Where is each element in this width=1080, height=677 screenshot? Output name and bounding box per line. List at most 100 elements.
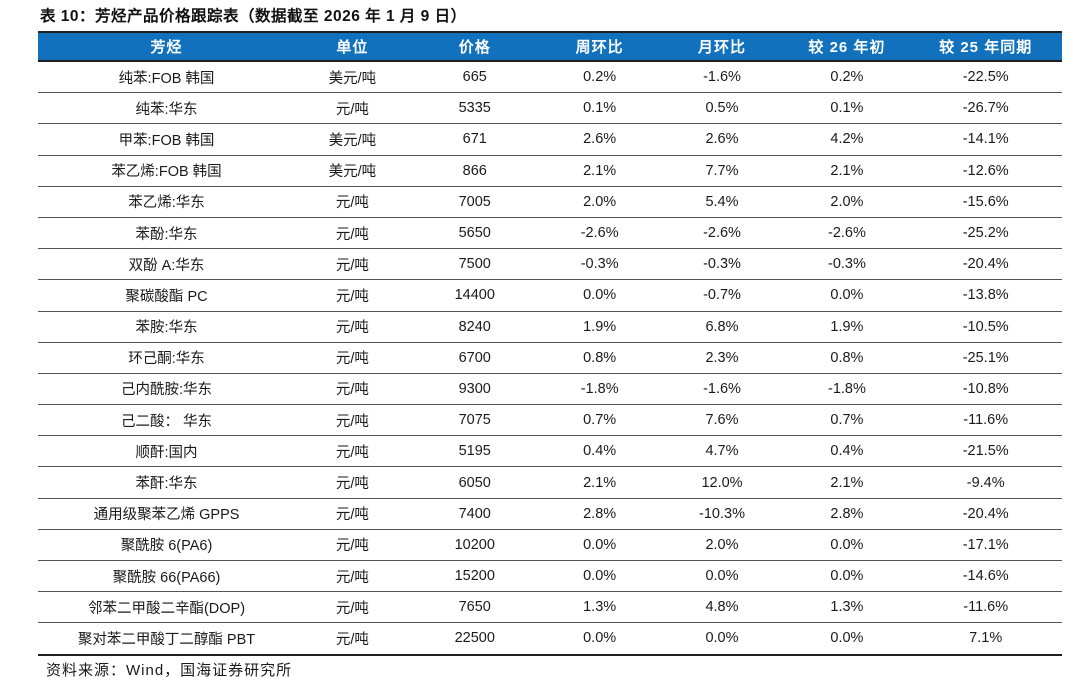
table-cell: 苯乙烯:FOB 韩国 — [38, 155, 296, 187]
table-cell: 元/吨 — [295, 217, 410, 250]
table-cell: 顺酐:国内 — [38, 435, 296, 468]
table-cell: 美元/吨 — [295, 155, 410, 187]
table-caption: 表 10：芳烃产品价格跟踪表（数据截至 2026 年 1 月 9 日） — [40, 8, 467, 25]
table-row: 环己酮:华东 元/吨 6700 0.8% 2.3% 0.8% -25.1% — [38, 342, 1062, 374]
table-cell: 1.3% — [784, 591, 910, 624]
table-row: 苯酐:华东 元/吨 6050 2.1% 12.0% 2.1% -9.4% — [38, 466, 1062, 499]
table-row: 邻苯二甲酸二辛酯(DOP) 元/吨 7650 1.3% 4.8% 1.3% -11.6% — [38, 591, 1062, 624]
table-cell: 22500 — [409, 622, 540, 656]
table-cell: 8240 — [409, 311, 540, 343]
table-cell: 环己酮:华东 — [38, 342, 296, 374]
table-cell: 4.2% — [784, 123, 910, 156]
table-cell: 4.7% — [659, 435, 785, 468]
table-cell: 2.6% — [539, 123, 660, 156]
table-cell: 2.1% — [539, 155, 660, 187]
table-cell: 10200 — [409, 529, 540, 562]
table-cell: 苯酚:华东 — [38, 217, 296, 250]
table-cell: 4.8% — [659, 591, 785, 624]
table-body: 纯苯:FOB 韩国 美元/吨 665 0.2% -1.6% 0.2% -22.5% 纯苯:华东… — [38, 61, 1062, 656]
table-cell: 5650 — [409, 217, 540, 250]
table-cell: 0.0% — [784, 622, 910, 656]
table-row: 聚酰胺 6(PA6) 元/吨 10200 0.0% 2.0% 0.0% -17.1% — [38, 529, 1062, 562]
table-cell: -26.7% — [909, 92, 1062, 125]
table-cell: 7650 — [409, 591, 540, 624]
table-cell: -1.6% — [659, 373, 785, 406]
table-header-row: 芳烃 单位 价格 周环比 月环比较 26 年初较 25 年同期 — [38, 31, 1062, 62]
table-cell: 0.1% — [784, 92, 910, 125]
table-cell: 15200 — [409, 560, 540, 593]
table-cell: -25.1% — [909, 342, 1062, 374]
table-cell: -20.4% — [909, 498, 1062, 530]
table-cell: 0.8% — [784, 342, 910, 374]
table-cell: 元/吨 — [295, 373, 410, 406]
table-cell: 元/吨 — [295, 560, 410, 593]
table-cell: 元/吨 — [295, 622, 410, 656]
table-cell: 苯胺:华东 — [38, 311, 296, 343]
table-row: 苯乙烯:FOB 韩国 美元/吨 866 2.1% 7.7% 2.1% -12.6% — [38, 155, 1062, 187]
column-header-0: 芳烃 — [38, 31, 296, 62]
table-cell: 己二酸： 华东 — [38, 404, 296, 437]
table-cell: -2.6% — [784, 217, 910, 250]
table-cell: 元/吨 — [295, 248, 410, 281]
column-header-2: 价格 — [409, 31, 540, 62]
table-cell: 苯酐:华东 — [38, 466, 296, 499]
table-cell: 0.0% — [539, 560, 660, 593]
table-cell: 聚碳酸酯 PC — [38, 279, 296, 312]
table-cell: 聚对苯二甲酸丁二醇酯 PBT — [38, 622, 296, 656]
table-row: 苯乙烯:华东 元/吨 7005 2.0% 5.4% 2.0% -15.6% — [38, 186, 1062, 218]
table-cell: 7.7% — [659, 155, 785, 187]
aromatics-price-table: 芳烃 单位 价格 周环比 月环比较 26 年初较 25 年同期 纯苯:FOB 韩国 美元/… — [38, 31, 1062, 656]
table-row: 己二酸： 华东 元/吨 7075 0.7% 7.6% 0.7% -11.6% — [38, 404, 1062, 437]
table-cell: 866 — [409, 155, 540, 187]
table-row: 苯胺:华东 元/吨 8240 1.9% 6.8% 1.9% -10.5% — [38, 311, 1062, 343]
table-cell: 6.8% — [659, 311, 785, 343]
table-cell: -15.6% — [909, 186, 1062, 218]
table-row: 聚碳酸酯 PC 元/吨 14400 0.0% -0.7% 0.0% -13.8% — [38, 279, 1062, 312]
table-cell: 纯苯:华东 — [38, 92, 296, 125]
table-cell: 元/吨 — [295, 92, 410, 125]
table-cell: 元/吨 — [295, 435, 410, 468]
table-cell: 2.1% — [539, 466, 660, 499]
table-cell: 0.7% — [539, 404, 660, 437]
table-row: 聚对苯二甲酸丁二醇酯 PBT 元/吨 22500 0.0% 0.0% 0.0% 7.1% — [38, 622, 1062, 656]
table-row: 苯酚:华东 元/吨 5650 -2.6% -2.6% -2.6% -25.2% — [38, 217, 1062, 250]
table-cell: -14.6% — [909, 560, 1062, 593]
table-cell: 1.9% — [539, 311, 660, 343]
table-row: 双酚 A:华东 元/吨 7500 -0.3% -0.3% -0.3% -20.4% — [38, 248, 1062, 281]
table-cell: 5335 — [409, 92, 540, 125]
table-cell: 0.4% — [539, 435, 660, 468]
table-cell: 双酚 A:华东 — [38, 248, 296, 281]
table-cell: 元/吨 — [295, 279, 410, 312]
table-cell: 2.0% — [539, 186, 660, 218]
table-cell: 0.4% — [784, 435, 910, 468]
table-cell: 6700 — [409, 342, 540, 374]
table-cell: 元/吨 — [295, 591, 410, 624]
table-row: 甲苯:FOB 韩国 美元/吨 671 2.6% 2.6% 4.2% -14.1% — [38, 123, 1062, 156]
table-cell: 美元/吨 — [295, 123, 410, 156]
table-cell: 12.0% — [659, 466, 785, 499]
table-cell: 5195 — [409, 435, 540, 468]
table-cell: 2.0% — [659, 529, 785, 562]
column-header-6: 较 25 年同期 — [909, 31, 1062, 62]
table-cell: 2.1% — [784, 466, 910, 499]
table-cell: -20.4% — [909, 248, 1062, 281]
table-cell: 0.2% — [784, 61, 910, 94]
table-cell: 6050 — [409, 466, 540, 499]
table-cell: -17.1% — [909, 529, 1062, 562]
table-cell: 0.0% — [784, 560, 910, 593]
table-cell: -0.3% — [539, 248, 660, 281]
table-row: 纯苯:华东 元/吨 5335 0.1% 0.5% 0.1% -26.7% — [38, 92, 1062, 125]
table-cell: 邻苯二甲酸二辛酯(DOP) — [38, 591, 296, 624]
table-cell: 5.4% — [659, 186, 785, 218]
table-cell: 通用级聚苯乙烯 GPPS — [38, 498, 296, 530]
table-cell: 元/吨 — [295, 342, 410, 374]
table-cell: 7400 — [409, 498, 540, 530]
column-header-3: 周环比 — [539, 31, 660, 62]
table-cell: 甲苯:FOB 韩国 — [38, 123, 296, 156]
table-cell: 2.8% — [539, 498, 660, 530]
table-cell: 己内酰胺:华东 — [38, 373, 296, 406]
table-cell: 0.5% — [659, 92, 785, 125]
column-header-4: 月环比 — [659, 31, 785, 62]
table-row: 己内酰胺:华东 元/吨 9300 -1.8% -1.6% -1.8% -10.8% — [38, 373, 1062, 406]
table-cell: 7500 — [409, 248, 540, 281]
